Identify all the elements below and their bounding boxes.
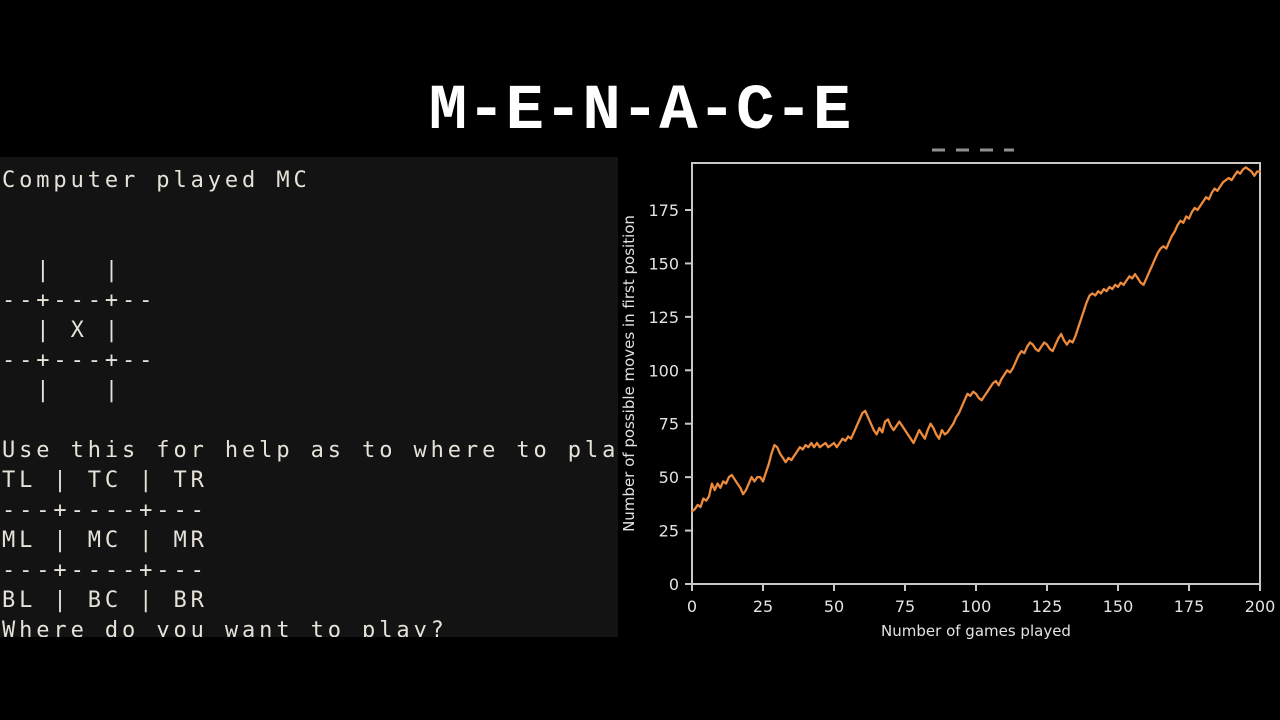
y-tick-label: 0 [669, 575, 679, 594]
y-tick-label: 75 [659, 415, 679, 434]
y-tick-label: 25 [659, 522, 679, 541]
y-tick-label: 150 [648, 254, 679, 273]
x-tick-label: 150 [1103, 597, 1134, 616]
y-axis-label: Number of possible moves in first positi… [620, 215, 638, 532]
line-chart: 0 25 50 75 100 125 150 175 200 0 25 50 75 100 125 150 17… [620, 148, 1276, 640]
slide-title: M-E-N-A-C-E [428, 76, 852, 148]
x-axis-label: Number of games played [881, 622, 1071, 640]
plot-spines [691, 162, 1261, 585]
x-tick-label: 0 [687, 597, 697, 616]
y-tick-label: 125 [648, 308, 679, 327]
x-tick-label: 75 [895, 597, 915, 616]
x-tick-label: 125 [1032, 597, 1063, 616]
x-tick-label: 100 [961, 597, 992, 616]
terminal-output: Computer played MC | | --+---+-- | X | -… [2, 168, 618, 637]
y-tick-label: 175 [648, 201, 679, 220]
y-tick-label: 50 [659, 468, 679, 487]
x-tick-label: 50 [824, 597, 844, 616]
chart-panel: 0 25 50 75 100 125 150 175 200 0 25 50 75 100 125 150 17… [620, 140, 1280, 650]
terminal-window[interactable]: Computer played MC | | --+---+-- | X | -… [0, 157, 618, 637]
x-tick-label: 200 [1245, 597, 1276, 616]
x-tick-label: 175 [1174, 597, 1205, 616]
data-line [690, 166, 1262, 513]
y-tick-label: 100 [648, 361, 679, 380]
x-tick-label: 25 [753, 597, 773, 616]
